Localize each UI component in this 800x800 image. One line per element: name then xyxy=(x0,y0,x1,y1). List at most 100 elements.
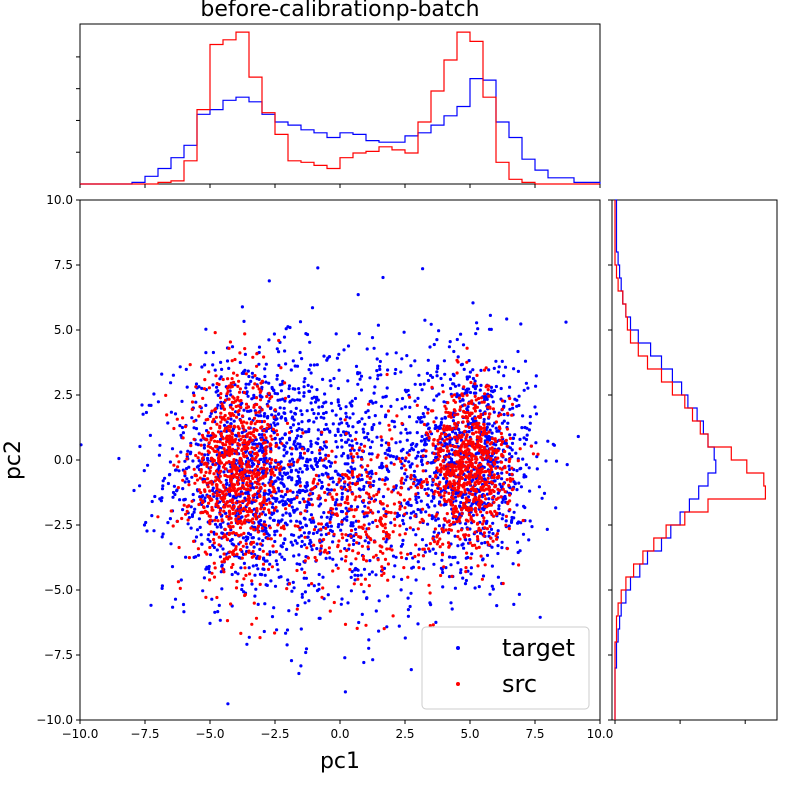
scatter-point-src xyxy=(223,398,228,402)
scatter-point-target xyxy=(210,488,215,493)
scatter-point-target xyxy=(282,448,286,452)
scatter-point-src xyxy=(211,420,215,424)
scatter-point-src xyxy=(208,545,212,550)
scatter-point-src xyxy=(446,541,451,545)
scatter-point-target xyxy=(291,398,295,402)
scatter-point-src xyxy=(383,482,387,486)
scatter-point-target xyxy=(474,332,478,336)
scatter-point-src xyxy=(441,390,445,394)
scatter-point-target xyxy=(467,359,471,363)
scatter-point-src xyxy=(466,519,470,523)
scatter-point-target xyxy=(411,448,416,452)
scatter-point-src xyxy=(408,526,412,530)
scatter-point-src xyxy=(368,500,372,504)
scatter-point-target xyxy=(289,500,293,505)
scatter-point-target xyxy=(427,427,431,431)
scatter-point-target xyxy=(368,559,372,563)
scatter-point-target xyxy=(302,380,306,384)
scatter-point-target xyxy=(337,368,341,372)
scatter-point-src xyxy=(221,483,225,487)
scatter-point-src xyxy=(443,404,447,408)
scatter-point-target xyxy=(424,454,428,458)
scatter-point-target xyxy=(516,349,520,354)
scatter-point-target xyxy=(404,557,408,561)
scatter-point-target xyxy=(316,398,320,402)
scatter-point-target xyxy=(407,487,411,491)
scatter-point-target xyxy=(471,301,475,305)
scatter-point-src xyxy=(457,433,461,438)
scatter-point-target xyxy=(152,392,156,396)
scatter-point-src xyxy=(264,523,268,527)
scatter-point-src xyxy=(243,447,247,451)
scatter-point-src xyxy=(289,462,294,466)
scatter-point-target xyxy=(185,477,189,481)
scatter-point-src xyxy=(447,455,451,459)
scatter-point-target xyxy=(504,458,508,462)
scatter-point-target xyxy=(425,371,429,375)
scatter-point-src xyxy=(279,526,283,530)
scatter-point-src xyxy=(253,458,257,462)
scatter-point-src xyxy=(187,504,191,508)
scatter-point-target xyxy=(380,438,384,442)
scatter-point-src xyxy=(318,549,322,553)
scatter-point-src xyxy=(385,504,389,508)
scatter-point-target xyxy=(346,344,351,348)
scatter-point-target xyxy=(272,421,276,425)
scatter-point-target xyxy=(435,338,439,342)
scatter-point-target xyxy=(291,580,295,585)
scatter-point-src xyxy=(269,494,273,498)
scatter-point-src xyxy=(404,468,408,472)
scatter-point-src xyxy=(262,452,266,456)
scatter-point-src xyxy=(427,583,431,587)
scatter-point-target xyxy=(202,443,206,447)
scatter-point-src xyxy=(464,570,468,574)
scatter-point-src xyxy=(494,439,498,443)
scatter-point-target xyxy=(535,467,539,471)
scatter-point-src xyxy=(225,537,230,541)
scatter-point-target xyxy=(221,547,225,551)
scatter-point-target xyxy=(315,363,319,367)
scatter-point-src xyxy=(295,607,299,611)
scatter-point-target xyxy=(371,401,375,405)
scatter-point-src xyxy=(265,459,270,463)
scatter-point-target xyxy=(435,374,439,378)
scatter-point-src xyxy=(228,499,232,503)
scatter-point-target xyxy=(348,434,352,438)
scatter-point-target xyxy=(142,523,147,527)
scatter-point-target xyxy=(295,447,299,451)
scatter-point-src xyxy=(255,472,259,476)
scatter-point-target xyxy=(187,465,191,469)
scatter-point-target xyxy=(297,422,301,426)
scatter-point-src xyxy=(476,503,481,507)
scatter-point-src xyxy=(353,437,358,441)
scatter-point-src xyxy=(234,493,238,497)
scatter-point-target xyxy=(304,485,308,489)
scatter-point-target xyxy=(207,533,211,537)
scatter-point-src xyxy=(225,437,229,441)
scatter-point-src xyxy=(201,456,205,460)
scatter-point-src xyxy=(165,413,169,417)
scatter-point-src xyxy=(232,483,237,487)
scatter-point-target xyxy=(414,578,418,582)
scatter-point-target xyxy=(513,397,517,401)
scatter-point-src xyxy=(258,398,263,402)
scatter-point-src xyxy=(510,466,514,470)
scatter-point-target xyxy=(394,555,398,559)
scatter-point-target xyxy=(307,427,311,431)
scatter-point-src xyxy=(409,476,413,480)
scatter-point-target xyxy=(138,484,142,488)
scatter-point-src xyxy=(462,410,466,414)
scatter-point-target xyxy=(148,433,152,437)
scatter-point-src xyxy=(373,540,377,544)
scatter-point-src xyxy=(239,398,243,403)
scatter-point-target xyxy=(285,487,289,491)
scatter-point-target xyxy=(181,508,185,512)
scatter-point-src xyxy=(386,578,390,582)
scatter-point-target xyxy=(457,383,461,387)
scatter-point-target xyxy=(158,443,162,447)
scatter-point-target xyxy=(190,416,194,420)
scatter-point-src xyxy=(237,520,241,524)
scatter-point-target xyxy=(490,564,494,568)
scatter-point-target xyxy=(432,495,436,499)
scatter-point-src xyxy=(268,482,272,486)
